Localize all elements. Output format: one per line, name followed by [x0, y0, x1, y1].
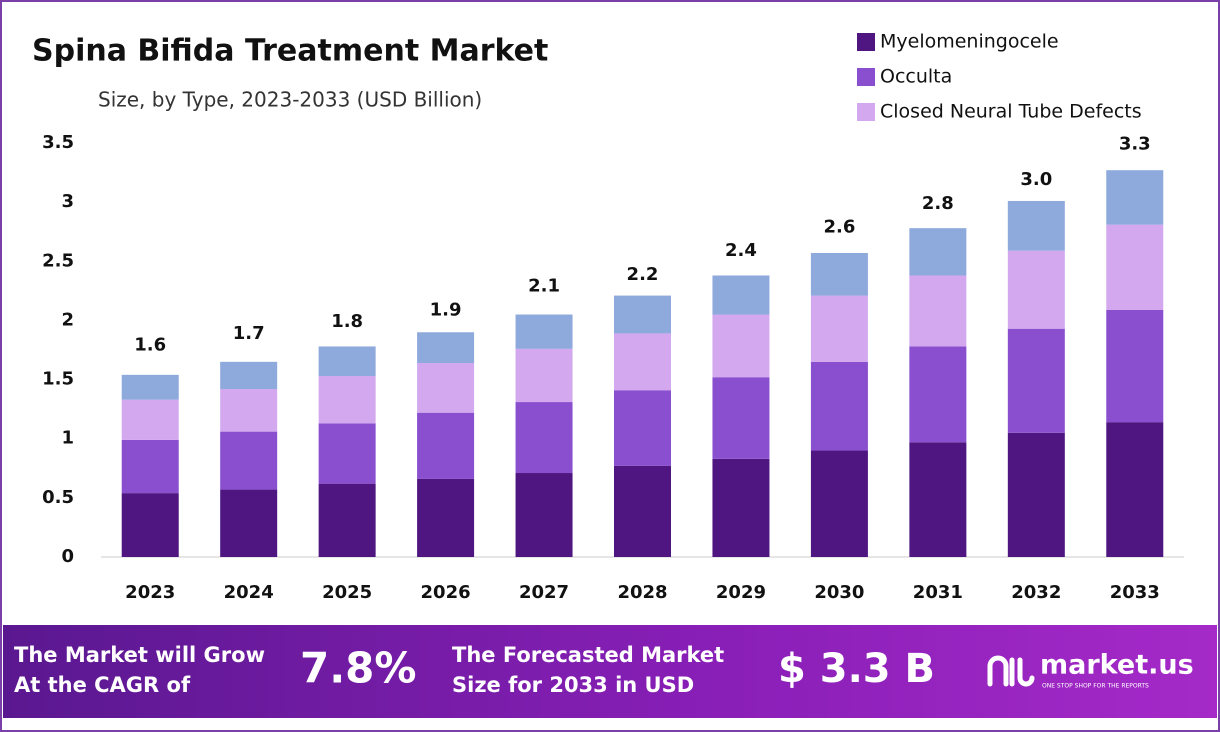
bar-segment — [712, 275, 770, 315]
bar-segment — [220, 489, 278, 557]
bar-segment — [614, 390, 671, 466]
brand-logo — [987, 655, 1035, 687]
bar-segment — [712, 314, 770, 378]
bar-segment — [318, 346, 376, 377]
bar-segment — [1106, 422, 1164, 557]
bar-segment — [318, 423, 376, 484]
legend-label: Myelomeningocele — [880, 31, 1059, 53]
bar-segment — [515, 348, 573, 403]
bar-segment — [712, 458, 770, 557]
y-tick-label: 2.5 — [42, 250, 74, 271]
total-label: 2.4 — [725, 240, 757, 261]
x-tick-label: 2029 — [716, 582, 766, 603]
bar-segment — [121, 493, 179, 557]
total-label: 1.9 — [430, 299, 462, 320]
bar-segment — [810, 295, 868, 362]
bar-segment — [515, 473, 573, 557]
total-label: 1.8 — [331, 311, 363, 332]
bar-segment — [220, 361, 278, 390]
bar-segment — [220, 389, 278, 432]
bar-segment — [515, 314, 573, 349]
brand: market.us — [1040, 650, 1194, 681]
y-tick-label: 2 — [61, 309, 74, 330]
total-label: 1.6 — [134, 335, 166, 356]
bar-segment — [614, 295, 671, 334]
bar-segment — [810, 361, 868, 451]
bar-segment — [417, 412, 475, 479]
bar-segment — [220, 431, 278, 490]
x-tick-label: 2030 — [814, 582, 864, 603]
total-label: 2.8 — [922, 193, 954, 214]
total-label: 3.0 — [1020, 169, 1052, 190]
x-tick-label: 2023 — [125, 582, 175, 603]
legend-swatch — [857, 68, 875, 86]
x-tick-label: 2031 — [913, 582, 963, 603]
bar-segment — [614, 465, 671, 557]
total-label: 2.6 — [823, 216, 855, 237]
x-tick-label: 2027 — [519, 582, 569, 603]
bar-segment — [614, 333, 671, 391]
banner-text: At the CAGR of — [14, 673, 191, 697]
x-tick-label: 2025 — [322, 582, 372, 603]
x-tick-label: 2026 — [421, 582, 471, 603]
legend-label: Occulta — [880, 66, 952, 88]
chart-subtitle: Size, by Type, 2023-2033 (USD Billion) — [98, 88, 482, 112]
bar-segment — [1106, 170, 1164, 225]
y-tick-label: 3.5 — [42, 132, 74, 153]
bar-segment — [909, 346, 967, 443]
bar-segment — [810, 450, 868, 557]
x-tick-label: 2024 — [224, 582, 274, 603]
bar-segment — [909, 228, 967, 276]
total-label: 3.3 — [1119, 134, 1151, 155]
y-tick-label: 0 — [61, 546, 74, 567]
y-tick-label: 1.5 — [42, 369, 74, 390]
bar-segment — [810, 253, 868, 296]
bar-segment — [909, 442, 967, 557]
bar-segment — [1007, 250, 1065, 329]
bar-segment — [1007, 432, 1065, 557]
forecast-value: $ 3.3 B — [778, 646, 935, 692]
cagr-value: 7.8% — [300, 644, 416, 693]
total-label: 2.2 — [627, 264, 659, 285]
bar-segment — [515, 402, 573, 474]
brand-tagline: ONE STOP SHOP FOR THE REPORTS — [1042, 683, 1149, 690]
y-tick-label: 1 — [61, 428, 74, 449]
x-tick-label: 2028 — [617, 582, 667, 603]
bar-segment — [318, 483, 376, 557]
bar-segment — [417, 332, 475, 364]
legend-swatch — [857, 103, 875, 121]
bar-segment — [417, 363, 475, 413]
bar-segment — [121, 399, 179, 440]
legend: Myelomeningocele Occulta Closed Neural Tub… — [857, 31, 1142, 123]
legend-swatch — [857, 33, 875, 51]
total-label: 2.1 — [528, 276, 560, 297]
bar-segment — [318, 376, 376, 424]
total-label: 1.7 — [233, 323, 265, 344]
bar-segment — [1007, 328, 1065, 433]
legend-label: Closed Neural Tube Defects — [880, 101, 1142, 123]
y-tick-label: 0.5 — [42, 487, 74, 508]
bar-segment — [1106, 309, 1164, 423]
chart-title: Spina Bifida Treatment Market — [32, 34, 548, 69]
bar-segment — [417, 478, 475, 557]
bar-segment — [121, 374, 179, 400]
banner — [3, 625, 1217, 718]
banner-text: The Market will Grow — [14, 643, 265, 667]
y-tick-label: 3 — [61, 191, 74, 212]
x-tick-label: 2032 — [1011, 582, 1061, 603]
banner-text: The Forecasted Market — [452, 643, 724, 667]
x-tick-label: 2033 — [1110, 582, 1160, 603]
banner-text: Size for 2033 in USD — [452, 673, 694, 697]
bar-segment — [1007, 200, 1065, 251]
bar-segment — [909, 275, 967, 347]
bar-segment — [1106, 224, 1164, 310]
bar-segment — [712, 377, 770, 459]
bar-segment — [121, 439, 179, 494]
